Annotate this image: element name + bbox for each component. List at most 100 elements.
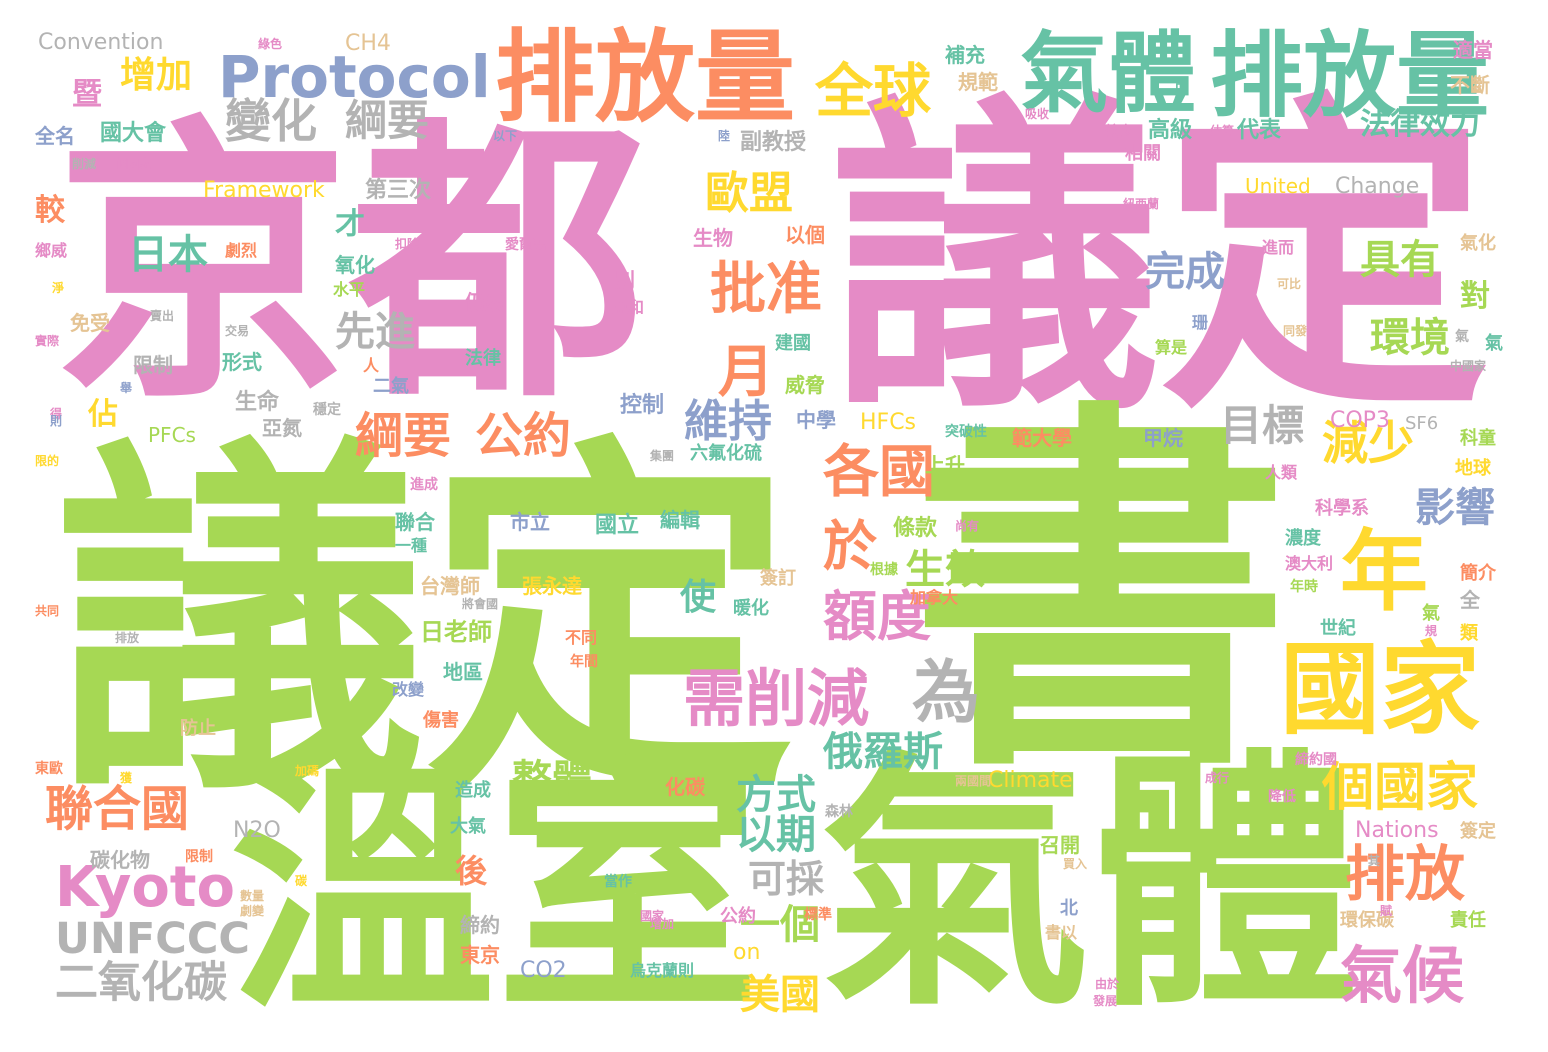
word-only: 才 [335,207,365,242]
word-canada: 加拿大 [910,588,959,607]
word-global: 全球 [815,57,932,125]
word-nations: Nations [1355,818,1439,843]
word-limited: 限的 [35,454,60,468]
word-science-child: 科童 [1460,428,1496,449]
word-kyoto-en: Kyoto [55,855,236,920]
word-adopt: 可採 [748,857,825,901]
word-kind: 類 [1460,623,1478,644]
word-lift: 舉 [120,381,133,395]
word-comparable: 可比 [1277,277,1302,291]
word-overall: 整體 [512,757,592,803]
word-clause: 條款 [893,516,938,541]
word-gas-large: 氣體 [820,727,1360,1042]
word-usa: 美國 [740,972,820,1018]
word-person: 人 [363,356,380,375]
word-increase-small: 增加 [650,917,675,931]
word-one: 一個 [740,902,820,948]
word-avoid: 免受 [70,311,110,335]
word-alter: 改變 [392,680,425,699]
word-ratify: 批准 [710,257,822,322]
word-ch4: CH4 [345,31,391,56]
word-russia: 俄羅斯 [823,729,943,775]
word-concentration: 濃度 [1285,528,1321,549]
word-all: 全 [1460,588,1480,612]
word-still: 仍然 [465,290,505,314]
word-responsibility: 責任 [1450,910,1486,931]
word-convention-small: 公約 [720,906,756,927]
word-need-reduce: 需削減 [683,662,870,735]
word-protocol-cn-mid: 議定 [55,410,795,840]
word-unfccc: UNFCCC [55,914,250,964]
word-emission-amount-teal: 排放量 [1210,22,1489,130]
word-as: 當作 [604,874,632,890]
word-developing: 中國家 [1450,359,1487,373]
word-sign-contract: 簽定 [1460,821,1496,842]
word-nitrous: 亞氮 [262,416,302,440]
word-lower: 降低 [1268,789,1296,805]
word-control: 控制 [620,393,665,418]
word-harm: 傷害 [423,710,459,731]
word-climate-cn: 氣候 [1340,939,1465,1012]
word-also-have: 尚有 [955,519,980,533]
word-kyoto-cn: 京都 [55,93,645,437]
word-considered: 算是 [1155,338,1188,357]
word-biology: 生物 [693,226,733,250]
word-cause: 造成 [455,780,491,801]
word-full-name: 全名 [35,124,75,148]
word-occupy: 佔 [88,397,118,432]
word-n2o: N2O [233,818,281,843]
word-intro: 簡介 [1460,563,1496,584]
word-threat: 威脅 [785,373,825,397]
word-parties: 締約國 [1295,752,1337,768]
word-assoc-prof: 副教授 [740,130,807,155]
word-n-countries-small: 個國家 [115,157,152,171]
word-green: 綠色 [258,37,283,51]
word-on: on [733,940,761,965]
word-reduce-small: 削減 [72,157,97,171]
word-years: 年間 [570,654,598,670]
word-limit: 限制 [133,353,173,377]
word-law: 法律 [465,348,501,369]
word-regulate: 規範 [958,70,998,94]
word-country: 國家 [1280,631,1480,748]
word-middle-school: 中學 [796,408,836,432]
word-new-zealand: 紐西蘭 [1123,197,1160,211]
word-have: 具有 [1360,237,1440,283]
word-north: 北 [1060,898,1078,919]
word-common: 共同 [35,604,60,618]
word-maintain: 維持 [684,396,772,447]
word-for: 為 [912,654,981,733]
word-other: 別 [615,268,635,292]
word-normal-univ: 範大學 [1012,426,1072,450]
word-gas-small-b: 氣 [1422,603,1440,624]
word-quota: 額度 [823,585,931,648]
word-represent: 代表 [1237,118,1282,143]
word-environment: 環境 [1370,315,1450,361]
word-constantly: 不斷 [1450,73,1490,97]
word-a-kind: 一種 [395,536,428,555]
word-reduce: 減少 [1322,416,1414,470]
word-cop3: COP3 [1330,408,1390,433]
word-earth: 地球 [1455,458,1491,479]
word-thus: 進而 [1262,238,1295,257]
word-outline-orange: 綱要 [355,408,452,464]
word-year-when: 年時 [1290,579,1318,595]
word-legal-effect: 法律效力 [1360,107,1480,142]
word-sf6: SF6 [1405,413,1439,434]
word-different: 不同 [565,628,598,647]
word-influence: 影響 [1415,485,1495,531]
word-at: 於 [823,515,877,578]
word-advanced: 先進 [335,309,415,355]
word-deduct: 扣除 [395,237,420,251]
word-rule: 規 [1425,624,1438,638]
word-convene: 召開 [1040,833,1080,857]
word-increase: 增加 [120,55,193,96]
word-eu: 歐盟 [705,168,793,219]
word-framework: Framework [203,178,325,203]
word-carbonize: 化碳 [665,775,705,799]
word-related: 相關 [1125,143,1161,164]
word-third: 第三次 [365,178,432,203]
word-humans: 人類 [1265,463,1298,482]
word-standard: 標準 [804,907,832,923]
word-region: 地區 [443,660,483,684]
